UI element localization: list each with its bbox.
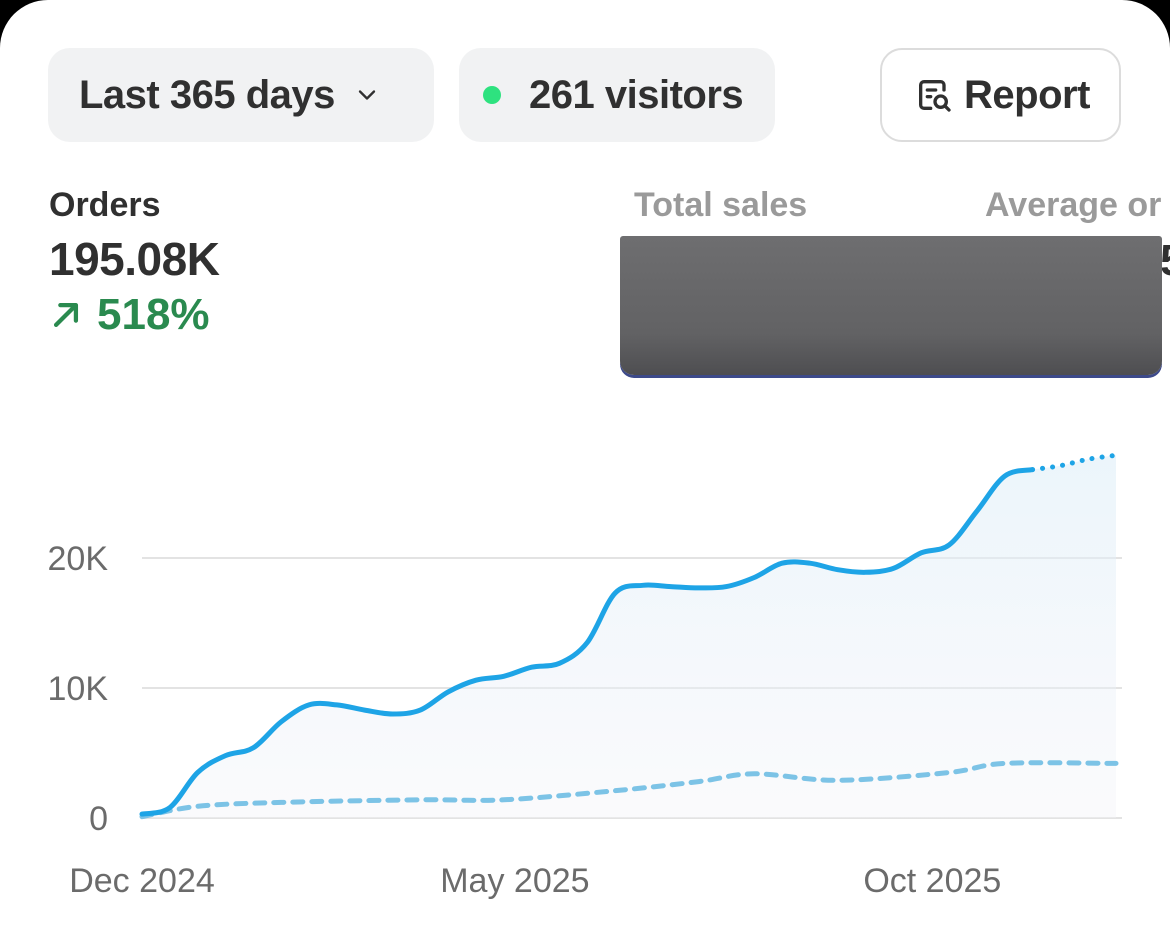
report-search-icon: [919, 80, 951, 112]
y-tick-label: 20K: [48, 540, 109, 578]
redaction-block: [620, 236, 1162, 375]
report-label: Report: [964, 72, 1090, 117]
orders-change-value: 518%: [97, 290, 210, 339]
total-sales-metric-label[interactable]: Total sales: [634, 186, 808, 224]
average-order-value-partial: 5: [1160, 236, 1170, 286]
orders-change: 518%: [49, 290, 210, 340]
date-range-label: Last 365 days: [79, 72, 335, 117]
orders-line-chart: 0 10K 20K Dec 2024 May 2025 Oct 2025: [48, 452, 1122, 900]
visitors-label: 261 visitors: [529, 72, 744, 117]
live-indicator-dot: [483, 86, 501, 104]
report-button[interactable]: Report: [880, 48, 1121, 142]
projection-series-line: [1030, 452, 1119, 473]
area-fill: [142, 455, 1116, 818]
x-tick-label: May 2025: [440, 862, 589, 900]
orders-series-line: [139, 467, 1036, 817]
date-range-selector[interactable]: Last 365 days: [48, 48, 434, 142]
orders-metric-value: 195.08K: [49, 233, 220, 285]
arrow-up-right-icon: [53, 302, 79, 328]
comparison-series-line: [139, 760, 1119, 820]
chevron-down-icon: [358, 90, 376, 100]
x-tick-label: Oct 2025: [863, 862, 1001, 900]
orders-metric-label[interactable]: Orders: [49, 186, 161, 224]
live-visitors-badge[interactable]: 261 visitors: [459, 48, 775, 142]
y-tick-label: 0: [89, 800, 108, 838]
average-order-metric-label[interactable]: Average or: [985, 186, 1162, 224]
y-tick-label: 10K: [48, 670, 109, 708]
x-tick-label: Dec 2024: [69, 862, 215, 900]
